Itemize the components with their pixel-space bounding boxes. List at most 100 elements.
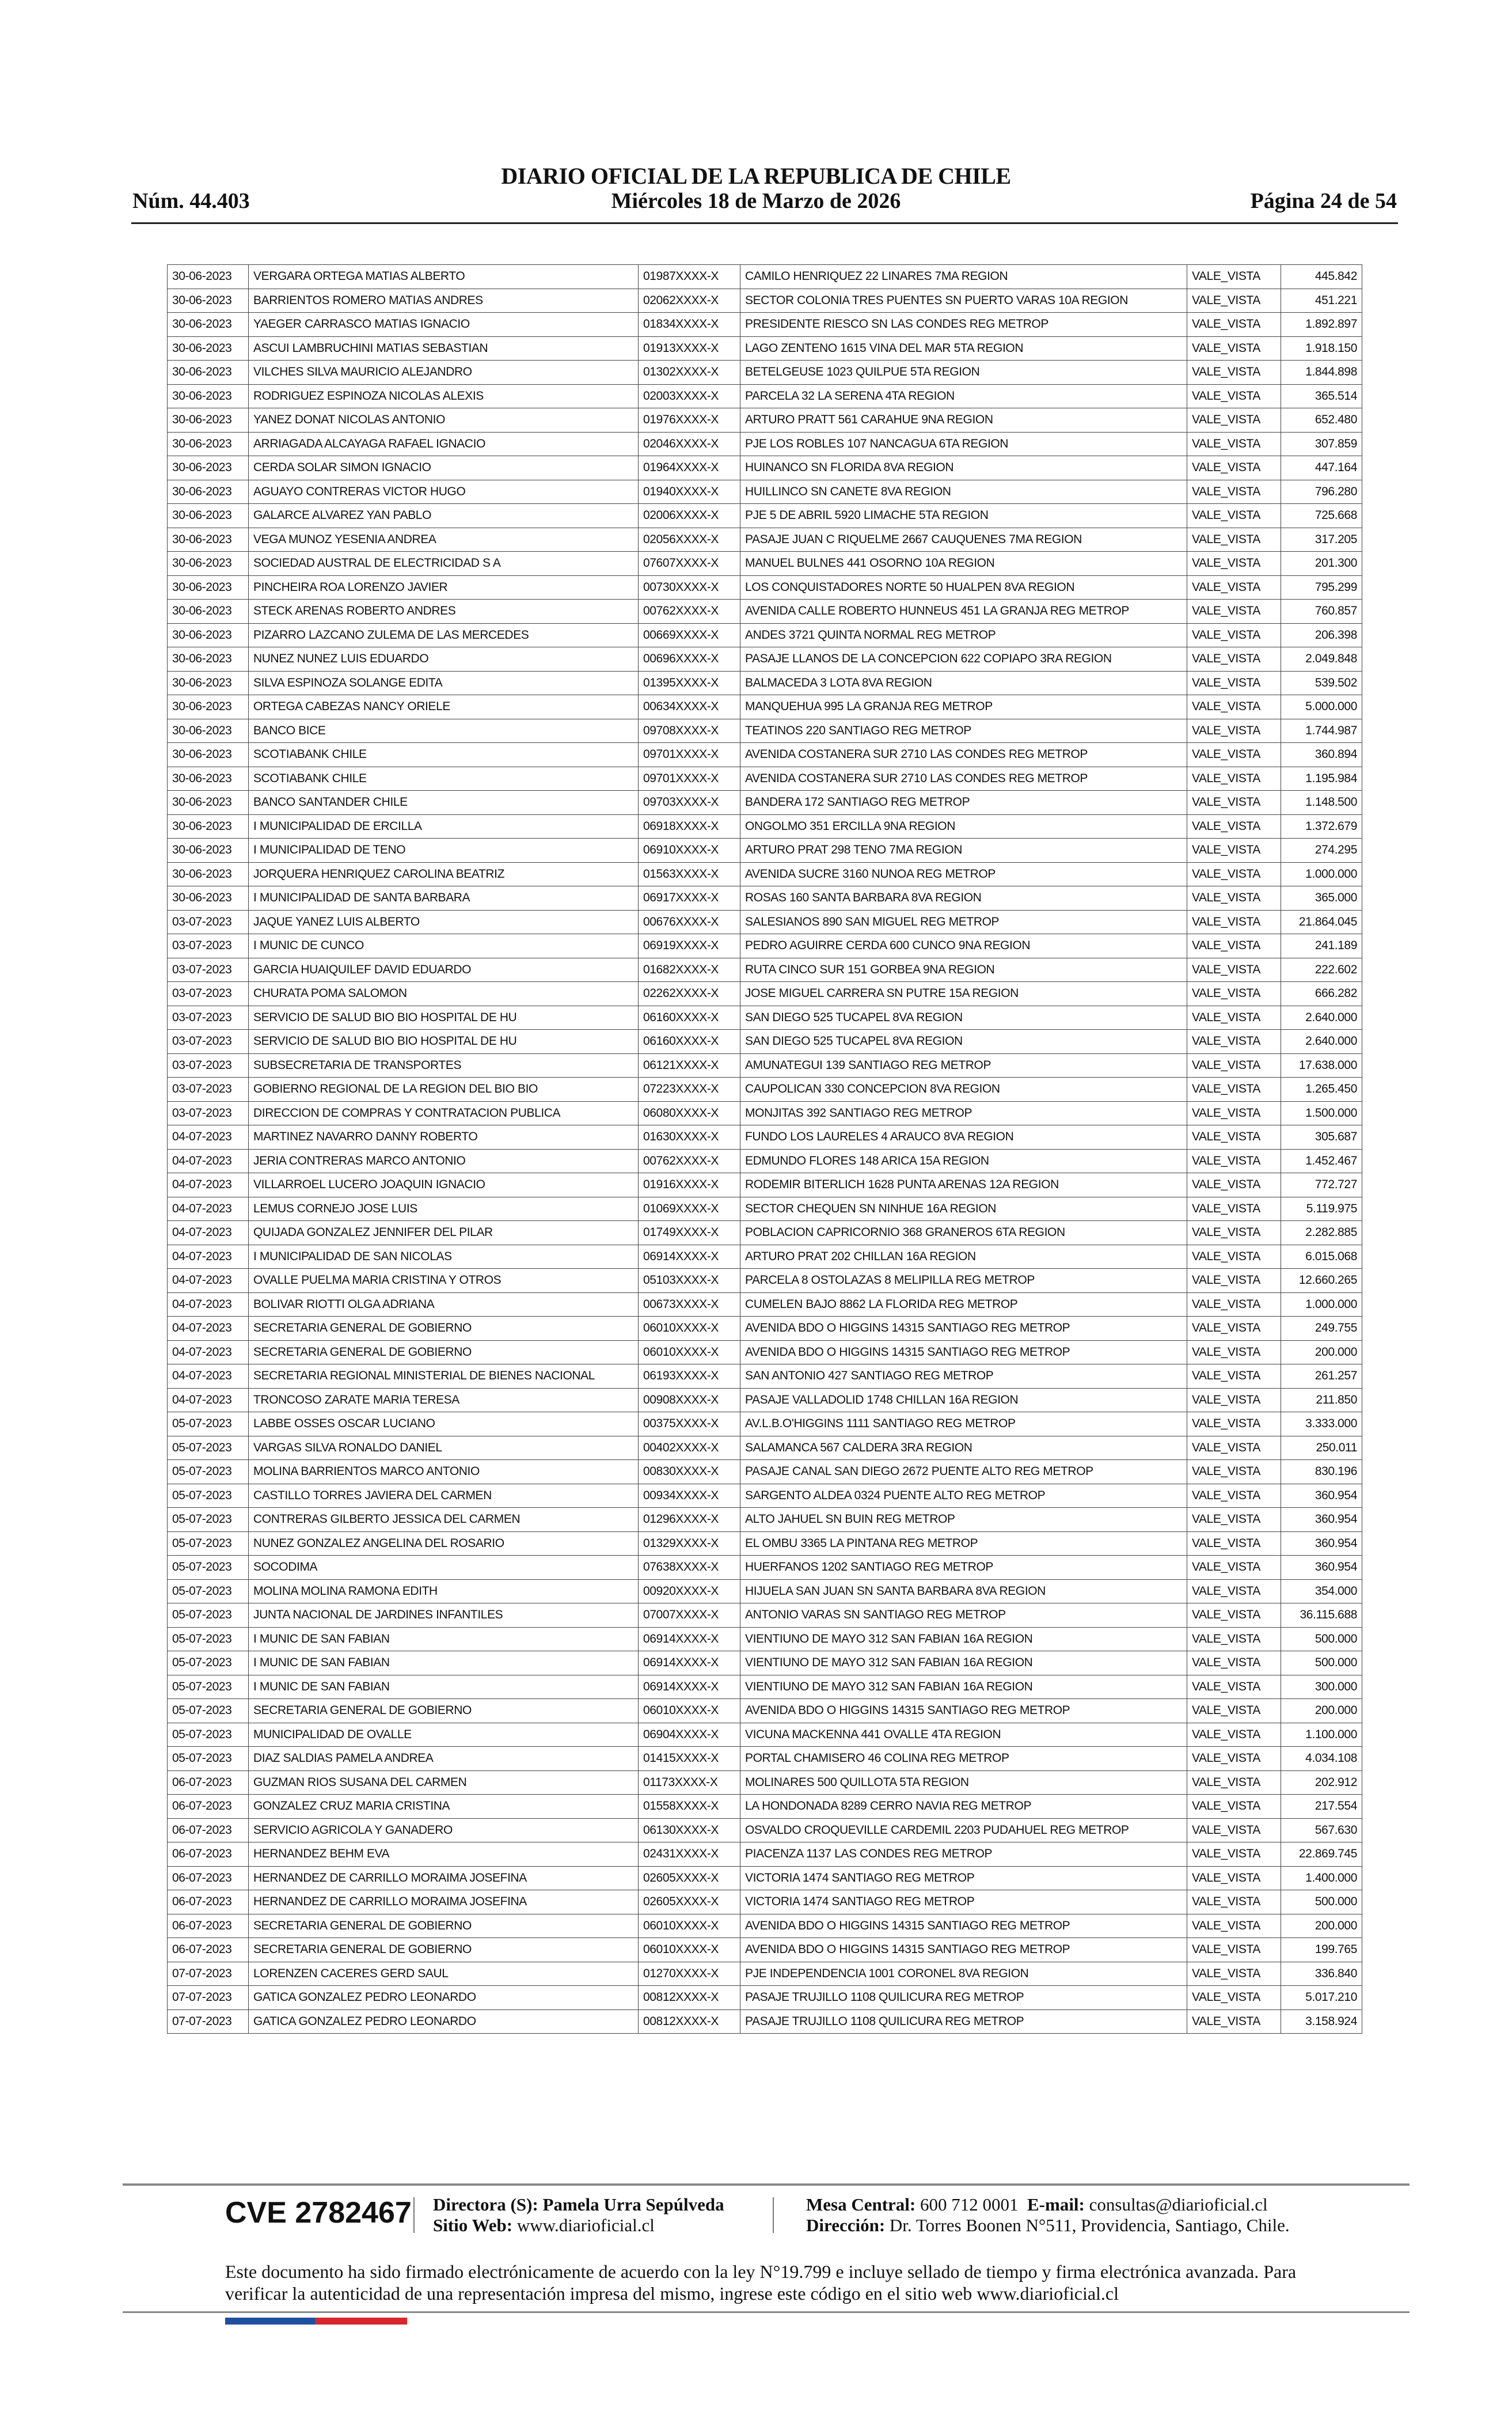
beneficiary-cell: I MUNICIPALIDAD DE TENO [248,838,639,863]
table-row: 05-07-2023 JUNTA NACIONAL DE JARDINES INF… [167,1603,1362,1628]
address-cell: VICTORIA 1474 SANTIAGO REG METROP [740,1890,1187,1914]
payment-type-cell: VALE_VISTA [1187,1770,1281,1795]
email-link[interactable]: consultas@diarioficial.cl [1089,2194,1268,2215]
payment-type-cell: VALE_VISTA [1187,1603,1281,1628]
beneficiary-cell: HERNANDEZ DE CARRILLO MORAIMA JOSEFINA [248,1890,639,1914]
amount-cell: 200.000 [1281,1340,1362,1364]
address-cell: SARGENTO ALDEA 0324 PUENTE ALTO REG METR… [740,1483,1187,1508]
amount-cell: 307.859 [1281,431,1362,456]
amount-cell: 211.850 [1281,1387,1362,1412]
amount-cell: 365.000 [1281,886,1362,911]
amount-cell: 1.148.500 [1281,790,1362,815]
address-cell: AVENIDA BDO O HIGGINS 14315 SANTIAGO REG… [740,1913,1187,1938]
address-cell: ARTURO PRATT 561 CARAHUE 9NA REGION [740,408,1187,433]
date-cell: 30-06-2023 [167,503,249,528]
rut-cell: 00402XXXX-X [638,1435,740,1460]
beneficiary-cell: OVALLE PUELMA MARIA CRISTINA Y OTROS [248,1268,639,1293]
address-cell: CUMELEN BAJO 8862 LA FLORIDA REG METROP [740,1292,1187,1317]
date-cell: 30-06-2023 [167,862,249,886]
mesa-phone: 600 712 0001 [920,2194,1019,2215]
address-cell: AVENIDA BDO O HIGGINS 14315 SANTIAGO REG… [740,1938,1187,1962]
payments-table: 30-06-2023 VERGARA ORTEGA MATIAS ALBERTO 0… [167,264,1362,2034]
address-cell: MANQUEHUA 995 LA GRANJA REG METROP [740,695,1187,719]
address-cell: CAUPOLICAN 330 CONCEPCION 8VA REGION [740,1077,1187,1102]
rut-cell: 01558XXXX-X [638,1794,740,1819]
beneficiary-cell: RODRIGUEZ ESPINOZA NICOLAS ALEXIS [248,384,639,408]
flag-bar-blue [225,2318,315,2325]
beneficiary-cell: DIAZ SALDIAS PAMELA ANDREA [248,1746,639,1771]
amount-cell: 250.011 [1281,1435,1362,1460]
amount-cell: 2.640.000 [1281,1029,1362,1054]
table-row: 05-07-2023 LABBE OSSES OSCAR LUCIANO 00375… [167,1412,1362,1436]
date-cell: 30-06-2023 [167,288,249,313]
director-name: Pamela Urra Sepúlveda [542,2194,724,2215]
payment-type-cell: VALE_VISTA [1187,503,1281,528]
issue-number: Núm. 44.403 [132,189,250,213]
email-label: E-mail: [1027,2194,1085,2215]
payment-type-cell: VALE_VISTA [1187,1316,1281,1341]
amount-cell: 1.100.000 [1281,1722,1362,1747]
beneficiary-cell: HERNANDEZ DE CARRILLO MORAIMA JOSEFINA [248,1866,639,1890]
address-cell: AV.L.B.O'HIGGINS 1111 SANTIAGO REG METRO… [740,1412,1187,1436]
rut-cell: 06914XXXX-X [638,1244,740,1269]
date-cell: 05-07-2023 [167,1626,249,1651]
beneficiary-cell: SECRETARIA GENERAL DE GOBIERNO [248,1698,639,1723]
footer-director-block: Directora (S): Pamela Urra Sepúlveda Sit… [433,2194,724,2236]
table-row: 04-07-2023 SECRETARIA GENERAL DE GOBIERNO… [167,1340,1362,1364]
payment-type-cell: VALE_VISTA [1187,479,1281,504]
date-cell: 03-07-2023 [167,1053,249,1078]
payment-type-cell: VALE_VISTA [1187,1459,1281,1484]
date-cell: 05-07-2023 [167,1651,249,1675]
rut-cell: 01630XXXX-X [638,1125,740,1150]
beneficiary-cell: GATICA GONZALEZ PEDRO LEONARDO [248,2009,639,2034]
beneficiary-cell: GALARCE ALVAREZ YAN PABLO [248,503,639,528]
beneficiary-cell: VEGA MUNOZ YESENIA ANDREA [248,527,639,552]
table-row: 30-06-2023 PINCHEIRA ROA LORENZO JAVIER 00… [167,575,1362,600]
address-cell: MANUEL BULNES 441 OSORNO 10A REGION [740,551,1187,576]
table-row: 04-07-2023 JERIA CONTRERAS MARCO ANTONIO 0… [167,1148,1362,1173]
beneficiary-cell: MOLINA BARRIENTOS MARCO ANTONIO [248,1459,639,1484]
payment-type-cell: VALE_VISTA [1187,862,1281,886]
payment-type-cell: VALE_VISTA [1187,766,1281,791]
payment-type-cell: VALE_VISTA [1187,1148,1281,1173]
payment-type-cell: VALE_VISTA [1187,790,1281,815]
rut-cell: 06910XXXX-X [638,838,740,863]
payment-type-cell: VALE_VISTA [1187,1938,1281,1962]
rut-cell: 00920XXXX-X [638,1579,740,1603]
beneficiary-cell: GOBIERNO REGIONAL DE LA REGION DEL BIO B… [248,1077,639,1102]
beneficiary-cell: BANCO BICE [248,718,639,743]
table-row: 06-07-2023 SECRETARIA GENERAL DE GOBIERNO… [167,1938,1362,1962]
table-row: 05-07-2023 NUNEZ GONZALEZ ANGELINA DEL RO… [167,1531,1362,1556]
rut-cell: 02431XXXX-X [638,1842,740,1867]
payment-type-cell: VALE_VISTA [1187,1555,1281,1580]
date-cell: 07-07-2023 [167,2009,249,2034]
date-cell: 30-06-2023 [167,886,249,911]
amount-cell: 200.000 [1281,1913,1362,1938]
table-row: 03-07-2023 JAQUE YANEZ LUIS ALBERTO 00676X… [167,909,1362,934]
date-cell: 30-06-2023 [167,336,249,361]
flag-bar-red [315,2318,407,2325]
payment-type-cell: VALE_VISTA [1187,1818,1281,1842]
rut-cell: 01987XXXX-X [638,264,740,289]
beneficiary-cell: SECRETARIA GENERAL DE GOBIERNO [248,1913,639,1938]
payment-type-cell: VALE_VISTA [1187,1196,1281,1221]
table-row: 05-07-2023 MOLINA MOLINA RAMONA EDITH 0092… [167,1579,1362,1603]
rut-cell: 00375XXXX-X [638,1412,740,1436]
rut-cell: 01834XXXX-X [638,312,740,337]
amount-cell: 17.638.000 [1281,1053,1362,1078]
rut-cell: 02003XXXX-X [638,384,740,408]
amount-cell: 500.000 [1281,1890,1362,1914]
payment-type-cell: VALE_VISTA [1187,1435,1281,1460]
date-cell: 05-07-2023 [167,1722,249,1747]
table-row: 05-07-2023 I MUNIC DE SAN FABIAN 06914XXXX… [167,1626,1362,1651]
web-link[interactable]: www.diarioficial.cl [516,2215,655,2235]
payment-type-cell: VALE_VISTA [1187,1101,1281,1125]
amount-cell: 1.000.000 [1281,862,1362,886]
table-row: 30-06-2023 I MUNICIPALIDAD DE ERCILLA 0691… [167,814,1362,839]
address-cell: VICTORIA 1474 SANTIAGO REG METROP [740,1866,1187,1890]
beneficiary-cell: LABBE OSSES OSCAR LUCIANO [248,1412,639,1436]
beneficiary-cell: SECRETARIA GENERAL DE GOBIERNO [248,1340,639,1364]
beneficiary-cell: LORENZEN CACERES GERD SAUL [248,1961,639,1986]
table-row: 30-06-2023 BANCO SANTANDER CHILE 09703XXXX… [167,790,1362,815]
payment-type-cell: VALE_VISTA [1187,1125,1281,1150]
